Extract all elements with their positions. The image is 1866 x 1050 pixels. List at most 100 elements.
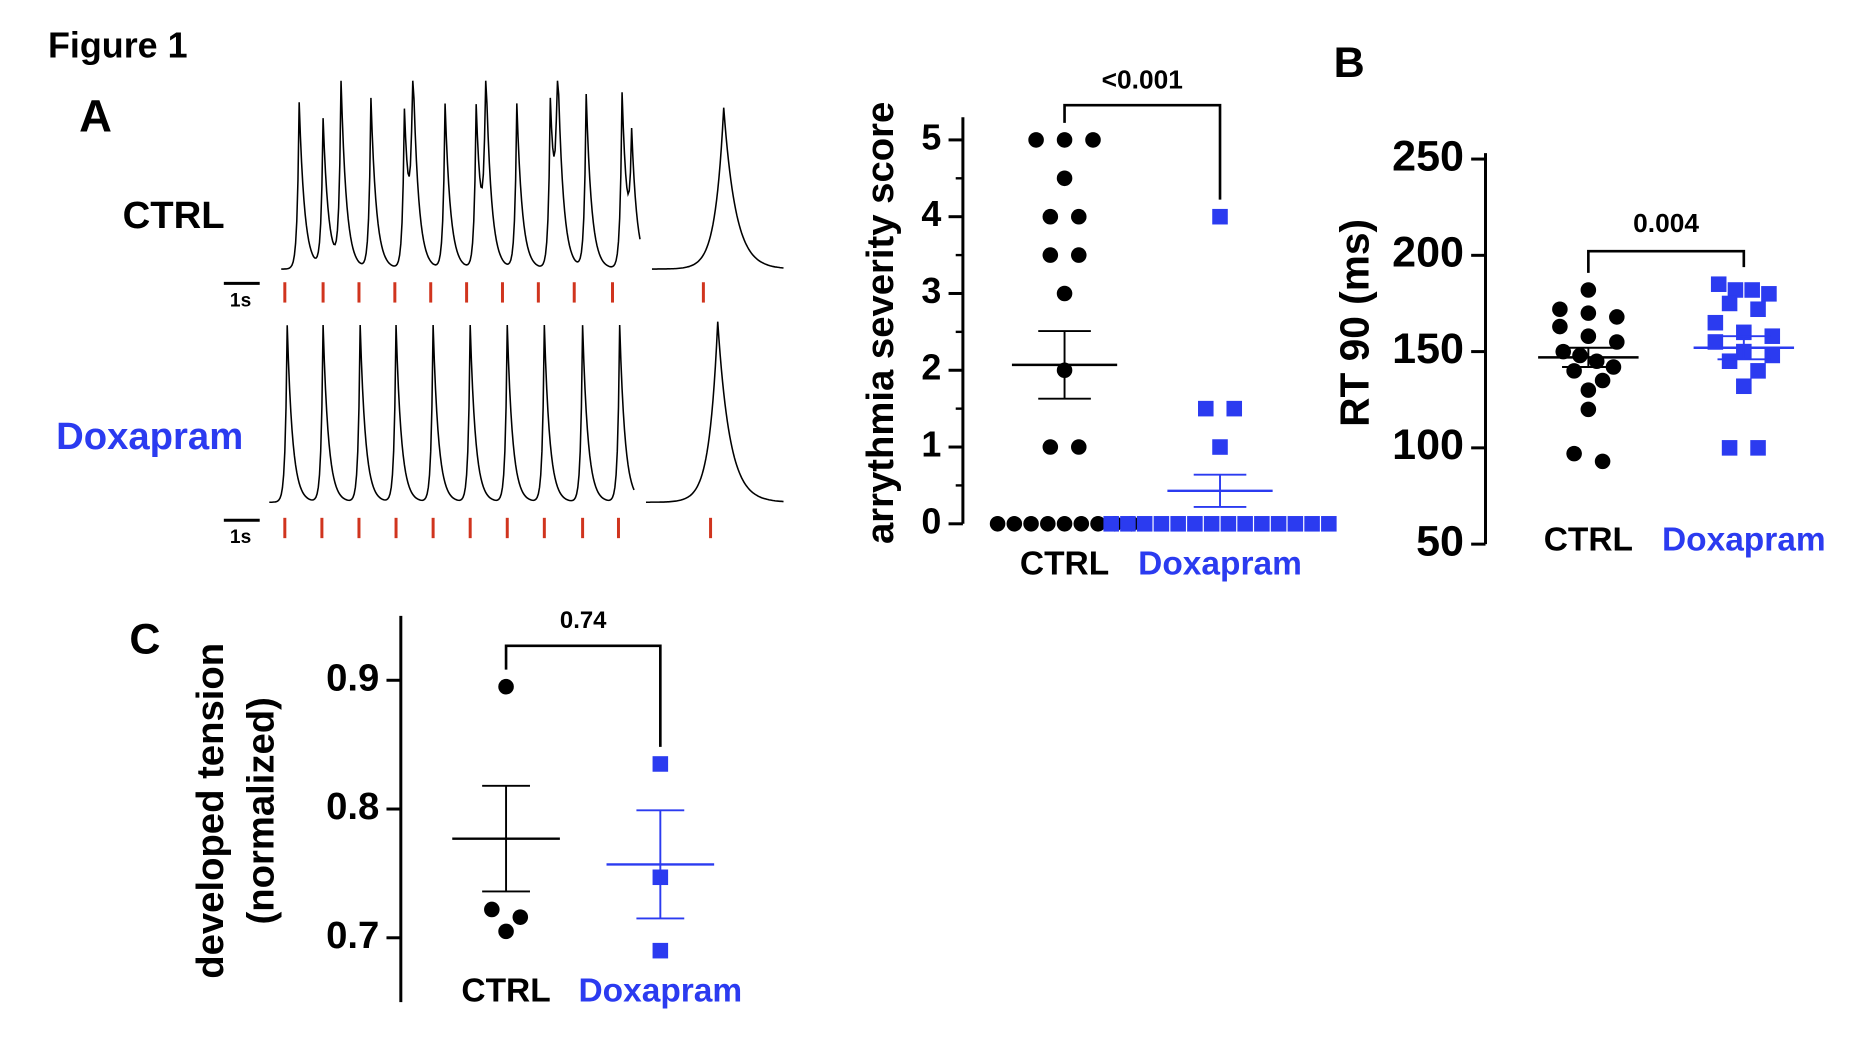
y-tick-label: 0.9 — [326, 656, 379, 699]
data-point — [1120, 516, 1136, 532]
y-axis-label: RT 90 (ms) — [1331, 219, 1377, 427]
data-point — [1203, 516, 1220, 532]
data-point — [1042, 439, 1059, 455]
data-point — [1750, 363, 1766, 379]
data-point — [1566, 445, 1582, 462]
data-point — [1287, 516, 1304, 532]
significance-bracket — [504, 644, 662, 747]
data-point — [1023, 516, 1039, 532]
data-point — [1580, 328, 1597, 344]
data-point — [1056, 285, 1073, 302]
y-axis-label: developed tension — [189, 643, 232, 979]
data-point — [484, 901, 500, 918]
x-category-label: CTRL — [461, 972, 550, 1009]
x-category-label: Doxapram — [578, 972, 742, 1009]
panel-label: B — [1334, 39, 1365, 87]
data-point — [1750, 440, 1766, 456]
x-category-label: Doxapram — [1138, 546, 1302, 583]
y-axis-label: arrythmia severity score — [859, 102, 902, 544]
data-point — [1321, 516, 1337, 532]
x-category-label: Doxapram — [1662, 522, 1826, 559]
data-point — [1056, 132, 1073, 148]
panel-label: C — [129, 616, 160, 664]
data-point — [1761, 286, 1777, 302]
y-tick-label: 0.8 — [326, 785, 379, 828]
data-point — [1073, 516, 1090, 532]
data-point — [1040, 516, 1056, 532]
data-point — [1609, 334, 1625, 350]
data-point — [1764, 347, 1781, 364]
y-tick-label: 4 — [921, 194, 941, 234]
data-point — [1071, 247, 1087, 263]
figure-title: Figure 1 — [48, 25, 187, 65]
data-point — [1071, 439, 1087, 455]
data-point — [1727, 282, 1744, 298]
data-point — [1226, 400, 1243, 417]
sem-bar — [636, 809, 685, 920]
data-point — [1006, 516, 1023, 532]
data-point — [1254, 516, 1270, 532]
data-point — [1136, 516, 1153, 532]
data-point — [989, 516, 1006, 532]
data-point — [1170, 516, 1186, 532]
y-tick-label: 1 — [921, 424, 941, 464]
data-point — [1721, 295, 1738, 312]
data-point — [1572, 347, 1588, 364]
data-point — [1707, 314, 1724, 331]
data-point — [512, 909, 529, 925]
data-point — [1056, 516, 1073, 532]
x-category-label: CTRL — [1544, 522, 1633, 559]
data-point — [1736, 378, 1752, 395]
data-point — [1042, 208, 1059, 225]
data-point — [1750, 301, 1766, 318]
p-value: 0.004 — [1633, 208, 1699, 238]
data-point — [1237, 516, 1253, 532]
y-tick-label: 3 — [921, 271, 941, 311]
scale-label: 1s — [230, 290, 251, 311]
data-point — [1609, 309, 1625, 325]
data-point — [1580, 305, 1597, 321]
y-tick-label: 200 — [1392, 229, 1464, 277]
significance-bracket — [1063, 103, 1222, 200]
data-point — [1304, 516, 1320, 532]
data-point — [1707, 334, 1724, 350]
data-point — [1212, 439, 1228, 455]
data-point — [1594, 453, 1611, 470]
data-point — [652, 942, 669, 959]
data-point — [1721, 440, 1738, 456]
data-point — [498, 678, 514, 695]
data-point — [1721, 353, 1738, 369]
y-tick-label: 5 — [921, 117, 941, 157]
data-point — [1220, 516, 1237, 532]
sem-bar — [1193, 473, 1247, 508]
data-point — [652, 756, 669, 772]
data-point — [1153, 516, 1170, 532]
y-axis-label: (normalized) — [239, 697, 282, 924]
trace — [269, 321, 784, 504]
y-tick-label: 100 — [1392, 421, 1464, 469]
data-point — [1580, 382, 1597, 398]
data-point — [1764, 328, 1781, 344]
y-tick-label: 250 — [1392, 132, 1464, 180]
y-tick-label: 0.7 — [326, 914, 379, 957]
p-value: 0.74 — [560, 607, 607, 634]
data-point — [1071, 208, 1087, 225]
y-tick-label: 50 — [1416, 518, 1464, 566]
scale-label: 1s — [230, 527, 251, 548]
p-value: <0.001 — [1102, 64, 1183, 94]
data-point — [1187, 516, 1203, 532]
data-point — [1103, 516, 1119, 532]
data-point — [1212, 208, 1228, 225]
sem-bar — [1717, 335, 1771, 361]
data-point — [1028, 132, 1044, 148]
trace — [281, 80, 784, 270]
y-tick-label: 2 — [921, 348, 941, 388]
data-point — [1710, 276, 1727, 292]
data-point — [1085, 132, 1101, 148]
significance-bracket — [1587, 249, 1746, 273]
y-tick-label: 0 — [921, 501, 941, 541]
data-point — [1580, 282, 1597, 298]
data-point — [1744, 282, 1760, 298]
